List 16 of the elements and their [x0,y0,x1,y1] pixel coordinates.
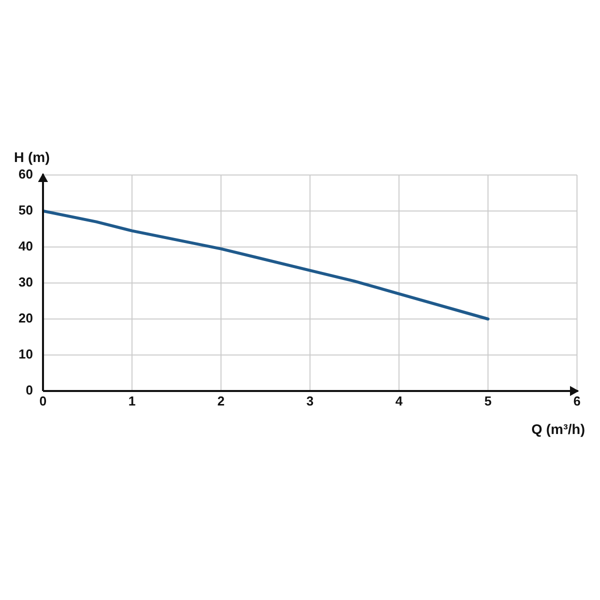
x-tick-label: 2 [217,393,225,408]
x-tick-label: 0 [39,393,47,408]
y-tick-label: 10 [18,346,33,362]
x-tick-label: 5 [484,393,492,408]
y-tick-label: 0 [26,382,33,398]
x-tick-label: 6 [573,393,581,408]
y-axis-title: H (m) [14,148,50,165]
y-tick-label: 50 [18,202,33,218]
y-tick-label: 60 [18,166,33,182]
x-tick-label: 1 [128,393,136,408]
x-tick-label: 4 [395,393,404,408]
y-tick-label: 30 [18,274,33,290]
y-tick-label: 20 [18,310,33,326]
x-tick-label: 3 [306,393,314,408]
y-tick-label: 40 [18,238,33,254]
x-axis-title: Q (m³/h) [531,420,585,437]
